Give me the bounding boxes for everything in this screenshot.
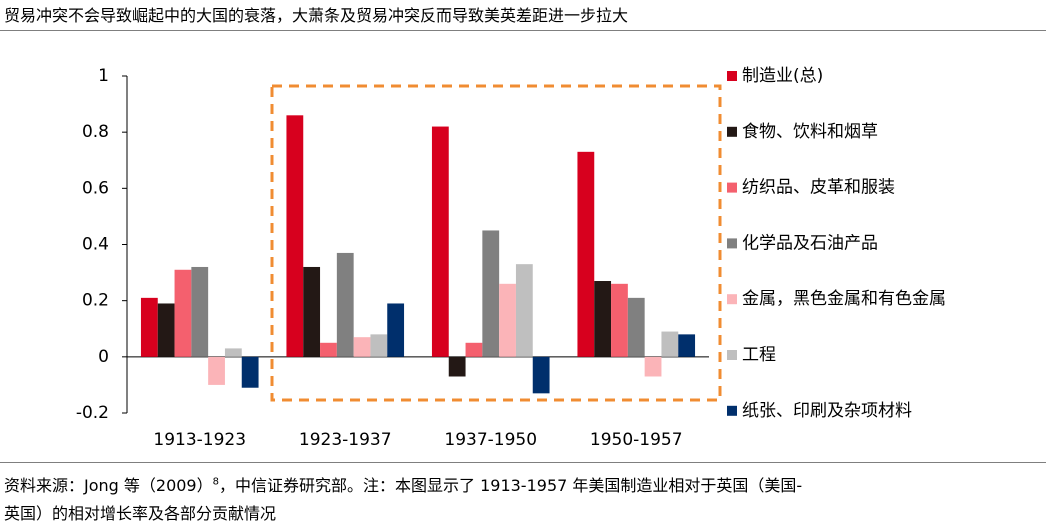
x-tick-label: 1923-1937 — [299, 430, 392, 450]
bar — [611, 283, 628, 357]
bar — [661, 331, 679, 357]
chart: -0.2 0 0.2 0.4 0.6 0.8 1 1913-1923 1923-1937 1937… — [76, 66, 946, 450]
bar — [594, 281, 612, 357]
bar — [465, 342, 483, 357]
bar — [224, 348, 242, 357]
bar — [370, 334, 388, 357]
bar — [532, 356, 550, 394]
bar — [191, 266, 209, 357]
bar — [157, 303, 175, 357]
legend-label: 金属，黑色金属和有色金属 — [742, 289, 946, 309]
bar — [515, 264, 533, 357]
bar — [353, 337, 371, 357]
bar — [627, 297, 645, 357]
bar — [208, 356, 225, 385]
y-tick-label: 0 — [98, 347, 109, 367]
legend-swatch — [727, 350, 737, 360]
legend-swatch — [727, 182, 737, 193]
x-tick-label: 1937-1950 — [444, 430, 537, 450]
y-tick-label: 0.2 — [82, 291, 109, 311]
bar — [174, 269, 192, 357]
legend-swatch — [727, 405, 737, 416]
bar — [320, 342, 337, 357]
y-tick-label: 0.8 — [82, 122, 109, 142]
x-tick-label: 1950-1957 — [590, 430, 683, 450]
chart-title: 贸易冲突不会导致崛起中的大国的衰落，大萧条及贸易冲突反而导致美英差距进一步拉大 — [4, 6, 629, 25]
x-tick-label: 1913-1923 — [153, 430, 246, 450]
bar — [241, 356, 259, 388]
source-sup: 8 — [212, 476, 219, 488]
bar — [336, 252, 354, 357]
bar — [140, 297, 158, 357]
legend-swatch — [727, 71, 737, 81]
bar — [303, 266, 321, 357]
legend-label: 纸张、印刷及杂项材料 — [742, 401, 912, 421]
bar — [448, 356, 466, 377]
bar — [644, 356, 662, 377]
bar — [431, 126, 449, 357]
legend-swatch — [727, 294, 737, 305]
y-tick-label: 1 — [98, 66, 109, 86]
bar — [286, 115, 304, 357]
bar — [387, 303, 405, 357]
source: 资料来源：Jong 等（2009）8，中信证券研究部。注：本图显示了 1913-… — [4, 472, 802, 496]
rule — [0, 462, 1046, 463]
bar — [499, 283, 516, 357]
bar — [482, 230, 500, 357]
legend-swatch — [727, 126, 737, 137]
source-text: 英国）的相对增长率及各部分贡献情况 — [4, 504, 277, 523]
legend-label: 食物、饮料和烟草 — [742, 122, 878, 142]
legend-label: 纺织品、皮革和服装 — [742, 178, 895, 198]
bar — [577, 151, 595, 357]
y-tick-label: -0.2 — [76, 403, 109, 423]
source-text: ，中信证券研究部。注：本图显示了 1913-1957 年美国制造业相对于英国（美… — [219, 476, 803, 495]
bar — [678, 334, 696, 357]
legend-swatch — [727, 238, 737, 249]
legend-label: 化学品及石油产品 — [742, 233, 878, 253]
legend-label: 工程 — [742, 345, 776, 365]
source-text: 资料来源：Jong 等（2009） — [4, 476, 213, 495]
highlight-box — [270, 84, 722, 402]
y-tick-label: 0.4 — [82, 235, 109, 255]
rule — [0, 30, 1046, 31]
y-tick-label: 0.6 — [82, 178, 109, 198]
legend-label: 制造业(总) — [742, 66, 823, 86]
